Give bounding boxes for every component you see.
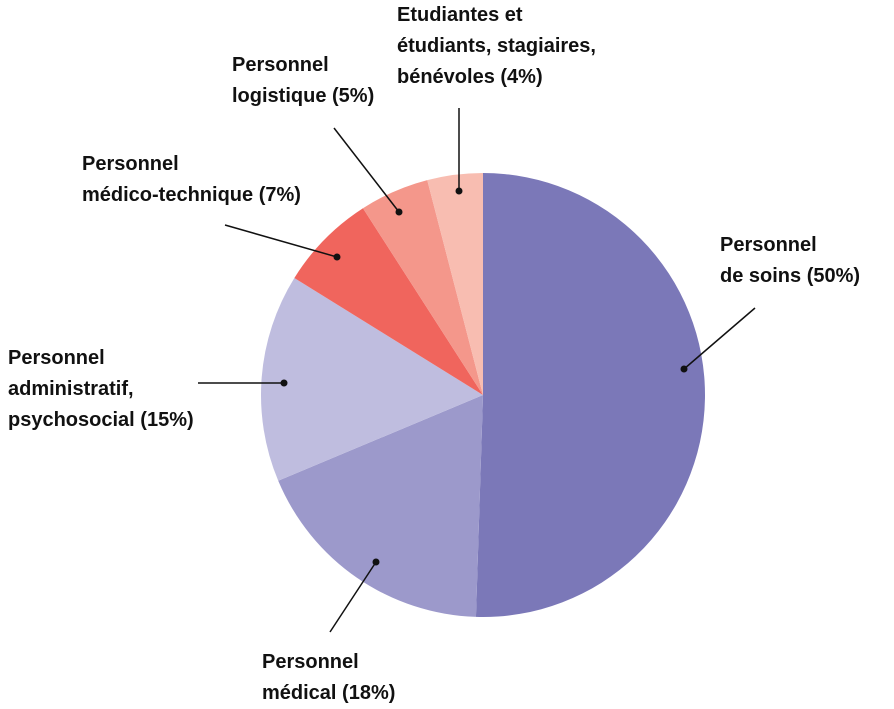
slice-label: Personnel administratif, psychosocial (1… <box>8 343 194 436</box>
pie-slice <box>475 173 705 617</box>
value-label: (4%) <box>500 66 543 88</box>
slice-label: Personnel médico-technique (7%) <box>82 149 301 211</box>
leader-line <box>333 127 400 213</box>
category-label: Personnel médico-technique <box>82 153 254 206</box>
category-label: Personnel logistique <box>232 54 329 107</box>
leader-line <box>329 561 377 633</box>
leader-dot <box>680 365 688 373</box>
pie-slice <box>261 277 483 481</box>
pie-slice <box>294 208 483 395</box>
value-label: (5%) <box>332 85 375 107</box>
category-label: Personnel administratif, psychosocial <box>8 347 135 431</box>
leaders <box>198 108 756 633</box>
leader-line <box>683 307 756 370</box>
slice-label: Personnel de soins (50%) <box>720 230 860 292</box>
pie-slice <box>278 395 483 617</box>
value-label: (18%) <box>342 682 396 704</box>
slice-label: Personnel logistique (5%) <box>232 50 374 112</box>
category-label: Etudiantes et étudiants, stagiaires, bén… <box>397 4 596 88</box>
slices <box>261 173 705 617</box>
pie-slice <box>362 180 483 395</box>
category-label: Personnel de soins <box>720 234 817 287</box>
leader-dot <box>333 253 341 261</box>
leader-dot <box>280 379 288 387</box>
category-label: Personnel médical <box>262 651 359 704</box>
leader-dot <box>372 558 380 566</box>
slice-label: Etudiantes et étudiants, stagiaires, bén… <box>397 0 596 93</box>
leader-line <box>224 224 338 258</box>
value-label: (15%) <box>140 409 194 431</box>
leader-dot <box>455 187 463 195</box>
leader-dot <box>395 208 403 216</box>
value-label: (50%) <box>806 265 861 287</box>
value-label: (7%) <box>258 184 301 206</box>
pie-slice <box>427 173 483 395</box>
slice-label: Personnel médical (18%) <box>262 647 395 709</box>
